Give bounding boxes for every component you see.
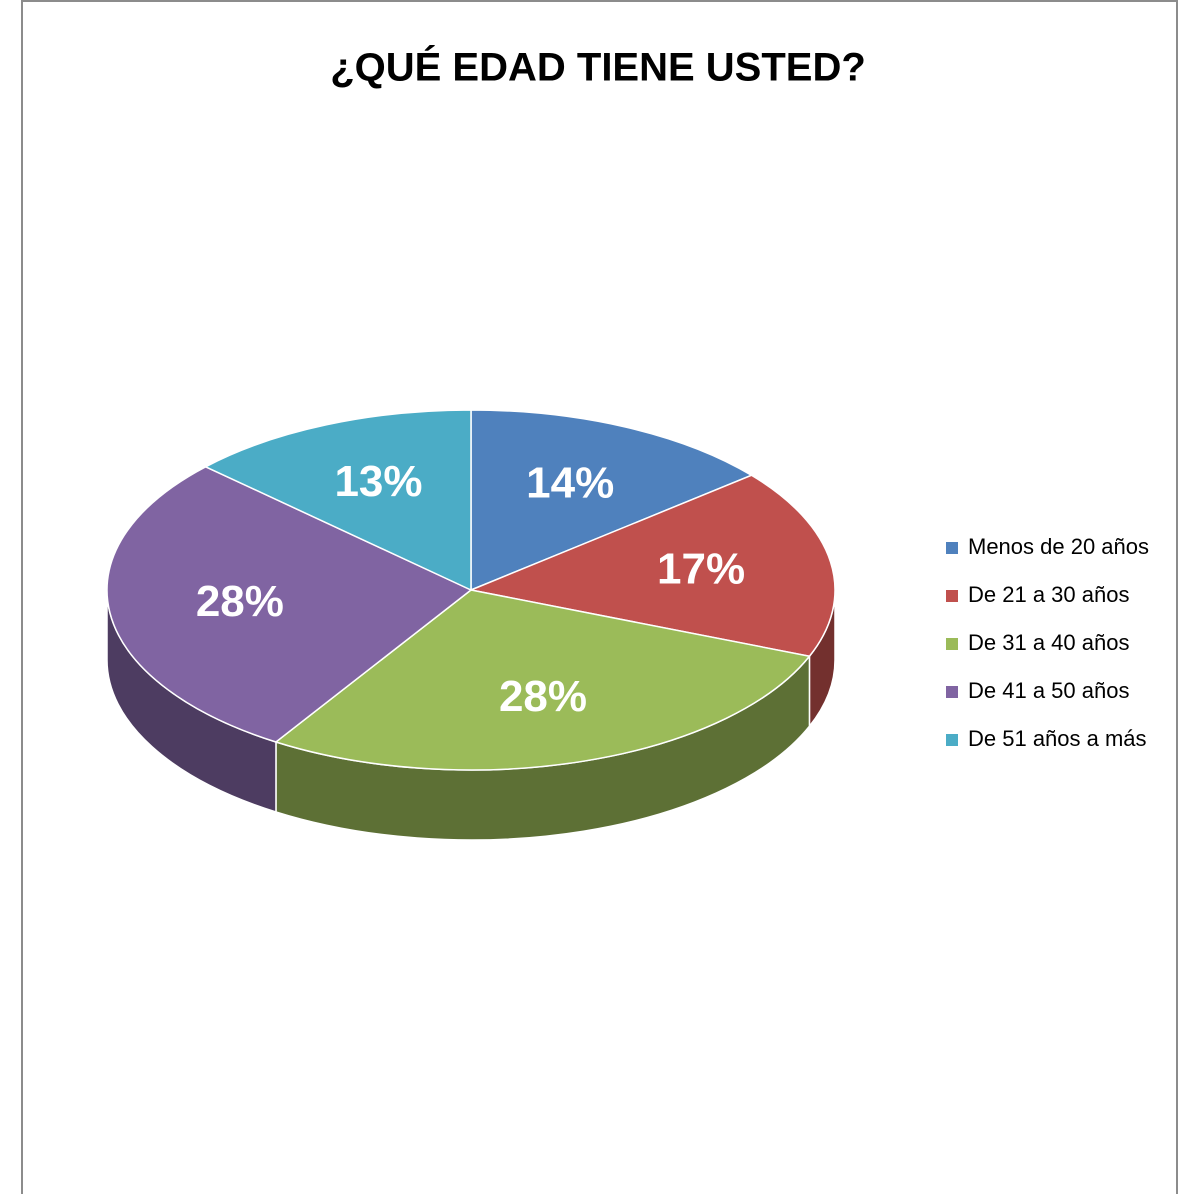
- data-label: 28%: [196, 577, 284, 626]
- data-label: 14%: [526, 458, 614, 507]
- legend-label: De 51 años a más: [968, 726, 1147, 751]
- pie-slice: [203, 409, 472, 592]
- chart-title: ¿QUÉ EDAD TIENE USTED?: [330, 45, 866, 90]
- legend-swatch: [946, 686, 958, 698]
- legend-swatch: [946, 638, 958, 650]
- data-label: 17%: [657, 545, 745, 594]
- legend-swatch: [946, 590, 958, 602]
- pie-slice: [274, 589, 811, 771]
- data-label: 28%: [499, 672, 587, 721]
- data-label: 13%: [334, 457, 422, 506]
- legend-label: De 31 a 40 años: [968, 630, 1129, 655]
- legend-label: De 41 a 50 años: [968, 678, 1129, 703]
- legend-label: De 21 a 30 años: [968, 582, 1129, 607]
- legend-label: Menos de 20 años: [968, 534, 1149, 559]
- pie-slice: [470, 409, 754, 592]
- pie-slice: [468, 474, 836, 658]
- legend-swatch: [946, 734, 958, 746]
- legend-swatch: [946, 542, 958, 554]
- pie-slice: [106, 465, 473, 743]
